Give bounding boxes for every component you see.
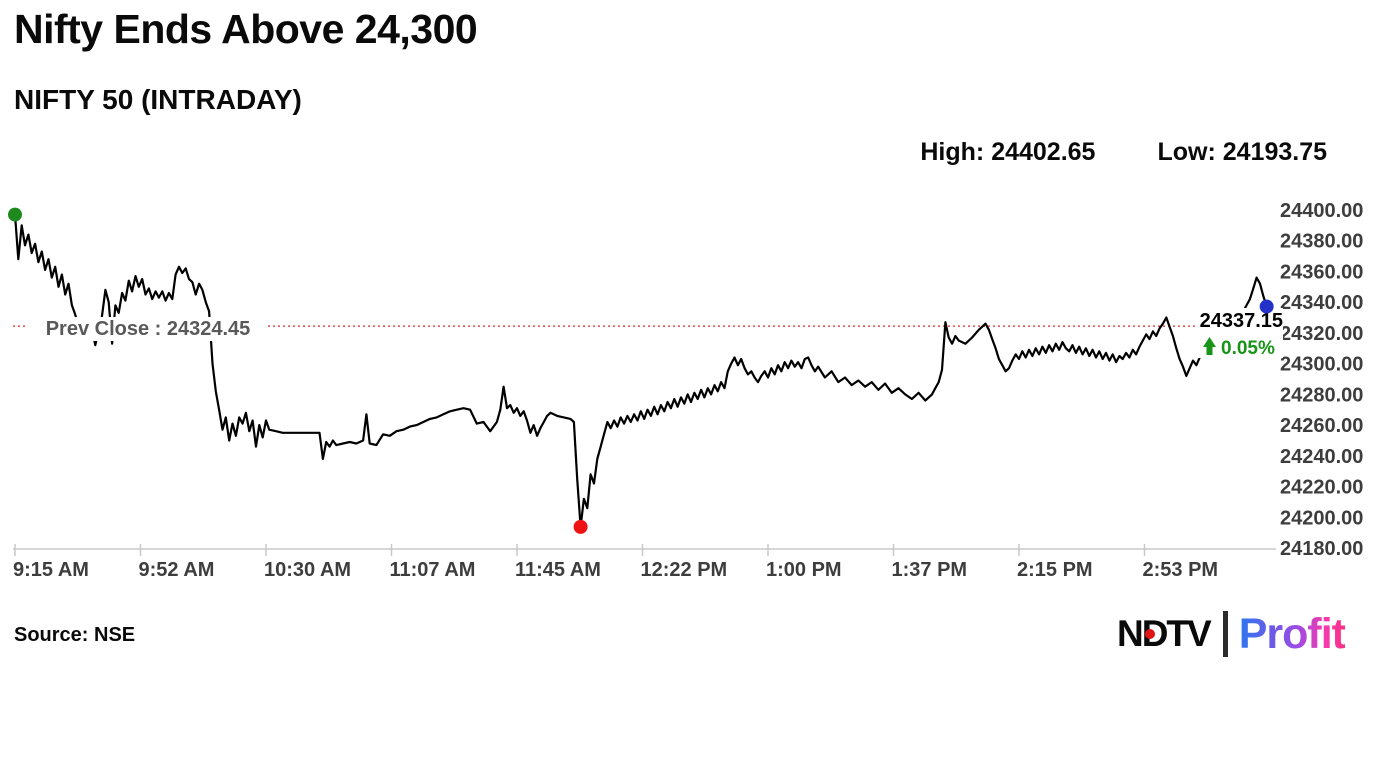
y-tick-label: 24320.00 xyxy=(1280,323,1363,345)
y-tick-label: 24380.00 xyxy=(1280,231,1363,253)
x-tick-label: 9:15 AM xyxy=(13,559,89,581)
y-tick-label: 24180.00 xyxy=(1280,538,1363,560)
intraday-line-chart: 9:15 AM 9:52 AM 10:30 AM 11:07 AM 11:45 AM 12… xyxy=(0,190,1382,585)
page-title: Nifty Ends Above 24,300 xyxy=(14,6,478,52)
x-tick-label: 1:37 PM xyxy=(892,559,968,581)
ndtv-wordmark: NDTV xyxy=(1116,613,1212,654)
x-tick-label: 2:15 PM xyxy=(1017,559,1093,581)
high-low-row: High: 24402.65 Low: 24193.75 xyxy=(920,138,1327,167)
x-tick-label: 11:45 AM xyxy=(515,559,601,581)
open-marker xyxy=(8,207,22,222)
prev-close-label: Prev Close : 24324.45 xyxy=(46,318,251,340)
x-tick-label: 2:53 PM xyxy=(1143,559,1219,581)
source-label: Source: NSE xyxy=(14,624,136,646)
low-value-label: Low: 24193.75 xyxy=(1157,138,1327,166)
high-value-label: High: 24402.65 xyxy=(920,138,1096,166)
y-tick-label: 24360.00 xyxy=(1280,261,1363,283)
y-tick-label: 24400.00 xyxy=(1280,200,1363,222)
x-tick-label: 9:52 AM xyxy=(139,559,215,581)
y-tick-label: 24240.00 xyxy=(1280,446,1363,468)
price-line xyxy=(13,214,1268,528)
y-tick-label: 24280.00 xyxy=(1280,384,1363,406)
x-tick-label: 12:22 PM xyxy=(641,559,728,581)
ndtv-profit-logo: NDTV Profit xyxy=(1116,606,1346,662)
close-marker xyxy=(1259,299,1274,314)
low-marker xyxy=(573,519,588,534)
chart-svg: 9:15 AM 9:52 AM 10:30 AM 11:07 AM 11:45 AM 12… xyxy=(8,200,1363,581)
change-percent-label: 0.05% xyxy=(1221,338,1275,359)
y-tick-label: 24200.00 xyxy=(1280,507,1363,529)
y-tick-label: 24260.00 xyxy=(1280,415,1363,437)
prev-close-label-bg xyxy=(28,317,268,341)
x-tick-label: 11:07 AM xyxy=(390,559,476,581)
x-tick-label: 1:00 PM xyxy=(766,559,842,581)
profit-logo-text: Profit xyxy=(1238,609,1346,658)
ndtv-red-dot-icon xyxy=(1145,629,1156,639)
ndtv-logo-text: NDTV xyxy=(1116,613,1212,655)
y-tick-label: 24340.00 xyxy=(1280,292,1363,314)
y-tick-label: 24300.00 xyxy=(1280,354,1363,376)
x-tick-label: 10:30 AM xyxy=(264,559,351,581)
chart-subtitle: NIFTY 50 (INTRADAY) xyxy=(14,84,302,115)
logo-divider xyxy=(1222,611,1228,657)
last-price-label: 24337.15 xyxy=(1200,310,1283,332)
up-arrow-icon xyxy=(1203,337,1216,355)
y-tick-label: 24220.00 xyxy=(1280,477,1363,499)
